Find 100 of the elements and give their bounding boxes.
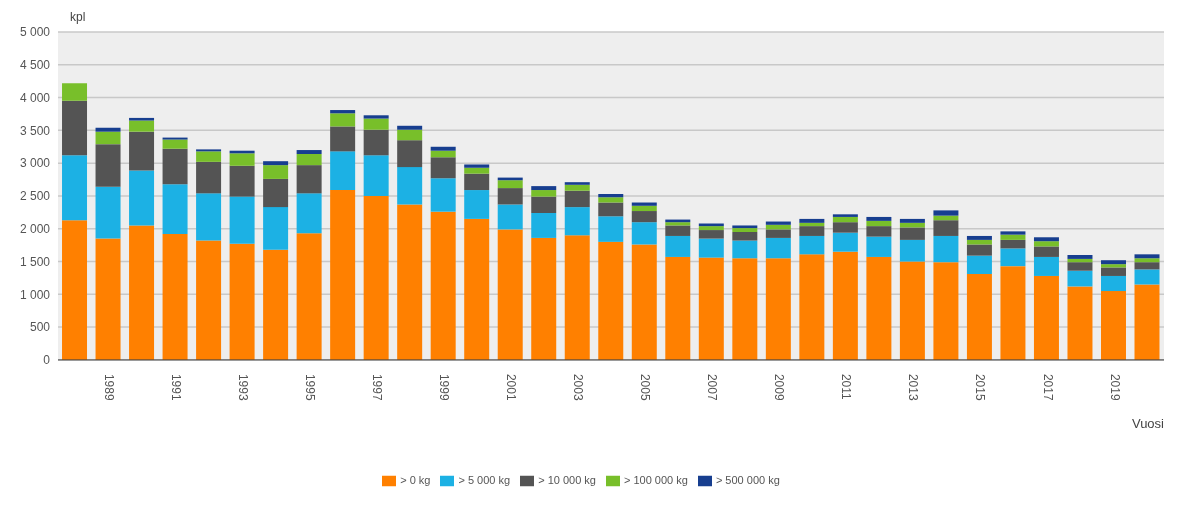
bar <box>832 216 858 223</box>
bar <box>1033 256 1059 276</box>
bar <box>229 153 255 166</box>
bar <box>1134 284 1160 360</box>
bar <box>129 170 155 226</box>
bar <box>464 218 490 360</box>
legend-label: > 10 000 kg <box>538 473 596 486</box>
bar <box>765 258 791 360</box>
bar <box>698 238 724 258</box>
bar <box>363 195 389 360</box>
bar <box>1134 254 1160 259</box>
x-tick-label: 2001 <box>504 373 519 401</box>
bar <box>1000 234 1026 240</box>
bar <box>966 255 992 274</box>
bar <box>397 129 423 141</box>
bar <box>263 178 289 208</box>
bar <box>531 237 557 360</box>
bar <box>799 218 825 223</box>
y-tick-label: 4 000 <box>19 90 51 105</box>
bar <box>1100 264 1126 268</box>
bar <box>933 235 959 263</box>
y-tick-label: 500 <box>29 320 51 335</box>
bar <box>732 258 758 360</box>
bar <box>765 221 791 225</box>
y-axis-title: kpl <box>70 10 86 24</box>
bar <box>330 113 356 127</box>
bar <box>1033 237 1059 242</box>
legend-label: > 5 000 kg <box>458 473 511 486</box>
bar <box>564 190 590 208</box>
bar <box>631 211 657 223</box>
bar <box>129 131 155 171</box>
y-tick-label: 3 500 <box>19 123 51 138</box>
x-tick-label: 2017 <box>1040 373 1055 401</box>
bar <box>95 144 121 187</box>
bar <box>296 193 322 234</box>
bar <box>631 205 657 212</box>
bar <box>497 204 523 230</box>
bar <box>531 196 557 213</box>
bar <box>1100 291 1126 360</box>
bar <box>899 218 925 223</box>
bar <box>296 150 322 154</box>
bar <box>263 165 289 179</box>
bar <box>531 186 557 191</box>
bar <box>430 150 456 158</box>
bar <box>1000 231 1026 235</box>
bar <box>162 139 188 149</box>
bar <box>1067 262 1093 271</box>
bar <box>62 100 88 156</box>
bar <box>430 146 456 151</box>
bar <box>1067 258 1093 263</box>
y-tick-label: 0 <box>43 353 51 368</box>
bar <box>665 225 691 236</box>
x-tick-label: 2015 <box>973 373 988 401</box>
bar <box>1067 270 1093 287</box>
bar <box>95 127 121 132</box>
bar <box>598 193 624 198</box>
bar <box>1000 248 1026 267</box>
bar <box>162 233 188 360</box>
bar <box>196 151 222 162</box>
bar <box>162 148 188 185</box>
y-tick-label: 4 500 <box>19 58 51 73</box>
bar <box>1067 286 1093 360</box>
bar <box>464 190 490 219</box>
bar <box>933 220 959 236</box>
bar <box>1100 267 1126 276</box>
bar <box>832 251 858 360</box>
bar <box>1134 269 1160 285</box>
bar <box>430 211 456 360</box>
bar <box>899 239 925 262</box>
bar <box>698 226 724 231</box>
bar <box>899 227 925 240</box>
x-tick-label: 1991 <box>169 373 184 401</box>
bar <box>1033 241 1059 247</box>
bar <box>62 220 88 360</box>
bar <box>296 153 322 166</box>
bar <box>598 216 624 242</box>
bar <box>732 228 758 233</box>
bar <box>497 229 523 360</box>
bar <box>129 117 155 121</box>
bar <box>62 83 88 101</box>
x-tick-label: 2019 <box>1107 373 1122 401</box>
bar <box>799 222 825 227</box>
bar <box>933 262 959 360</box>
bar <box>263 161 289 166</box>
bar <box>430 157 456 179</box>
bar <box>397 125 423 130</box>
bar <box>966 235 992 240</box>
bar <box>531 190 557 197</box>
bar <box>464 167 490 174</box>
bar <box>95 238 121 360</box>
x-tick-label: 1999 <box>437 373 452 401</box>
bar <box>95 131 121 145</box>
bar <box>799 235 825 255</box>
bar <box>196 161 222 194</box>
bar <box>363 118 389 130</box>
x-axis-title: Vuosi <box>1131 416 1164 431</box>
x-tick-label: 1989 <box>102 373 117 401</box>
bar <box>665 235 691 257</box>
legend-label: > 500 000 kg <box>715 473 780 486</box>
bar <box>732 232 758 241</box>
